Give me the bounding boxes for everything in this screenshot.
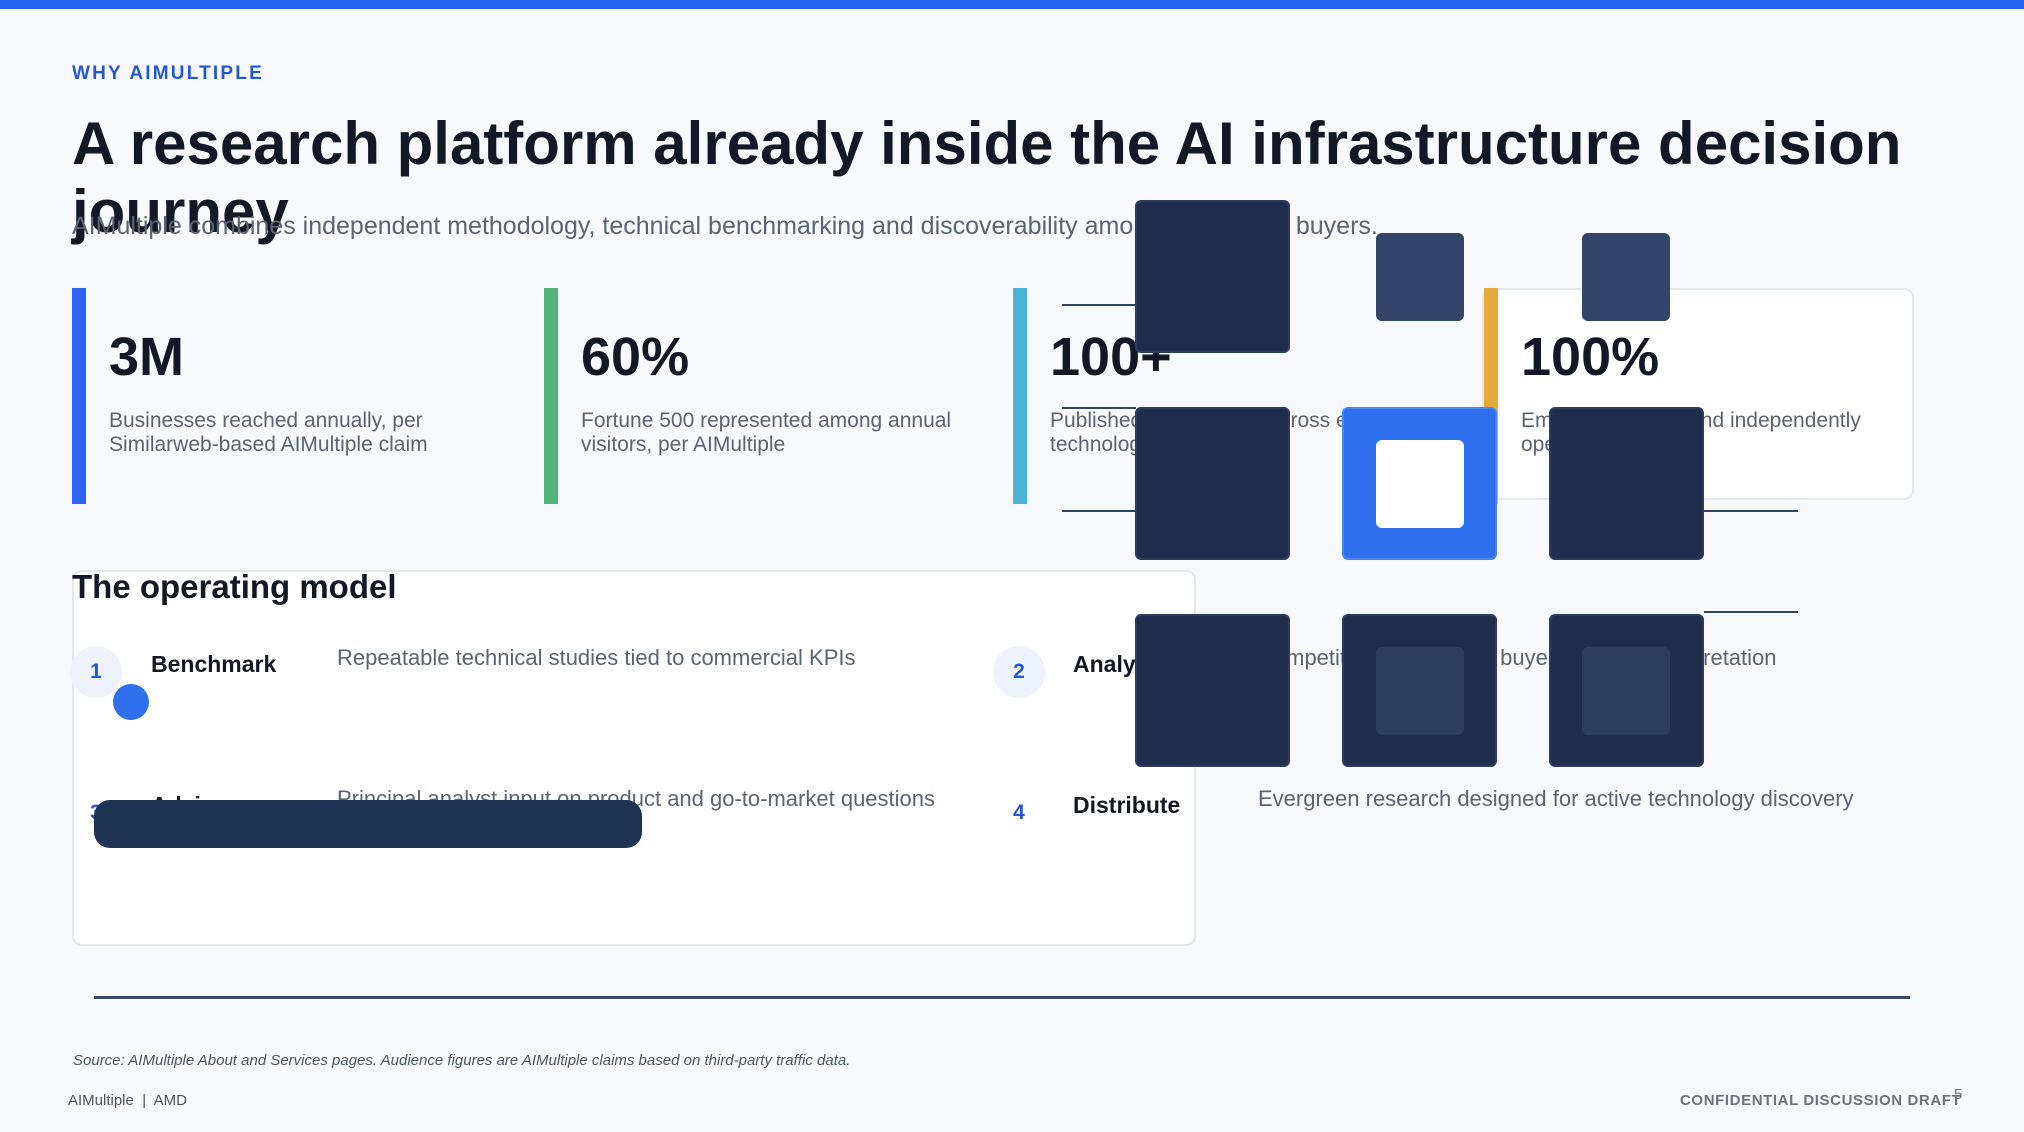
decorative-tile-inner: [1376, 647, 1464, 735]
step-description: Evergreen research designed for active t…: [1258, 786, 1854, 811]
connector-line: [1704, 510, 1798, 512]
stat-accent-bar: [544, 288, 558, 504]
decorative-tile: [1549, 407, 1704, 560]
stat-accent-bar: [72, 288, 86, 504]
page-number: 5: [1954, 1086, 1963, 1103]
step-number: 1: [70, 646, 122, 698]
confidential-label: CONFIDENTIAL DISCUSSION DRAFT: [1680, 1092, 1962, 1109]
step-number: 2: [993, 646, 1045, 698]
decorative-tile: [1135, 200, 1290, 353]
stat-description: Businesses reached annually, per Similar…: [109, 409, 428, 456]
decorative-tile: [1135, 407, 1290, 560]
connector-line: [1704, 611, 1798, 613]
source-note: Source: AIMultiple About and Services pa…: [73, 1052, 851, 1069]
decorative-tile-inner: [1376, 440, 1464, 528]
stat-businesses: 3M Businesses reached annually, per Simi…: [72, 288, 512, 504]
operating-model-card: [72, 570, 1196, 946]
operating-model-title: The operating model: [72, 568, 397, 605]
decorative-pill: [94, 800, 642, 848]
decorative-tile-inner: [1582, 647, 1670, 735]
step-label: Benchmark: [151, 651, 277, 677]
page-title: A research platform already inside the A…: [72, 110, 1902, 245]
connector-line: [1062, 510, 1136, 512]
stat-value: 60%: [581, 327, 690, 387]
decorative-tile: [1135, 614, 1290, 767]
connector-line: [1062, 304, 1136, 306]
stat-value: 100%: [1521, 327, 1660, 387]
decorative-dot: [113, 684, 149, 720]
connector-line: [1062, 407, 1136, 409]
decorative-tile: [1582, 233, 1670, 321]
footer-brand: AIMultiple | AMD: [68, 1092, 187, 1109]
stat-value: 3M: [109, 327, 185, 387]
stat-description: Fortune 500 represented among annual vis…: [581, 409, 952, 456]
top-accent-bar: [0, 0, 2024, 9]
eyebrow-label: WHY AIMULTIPLE: [72, 63, 264, 84]
step-description: Repeatable technical studies tied to com…: [337, 645, 856, 670]
stat-accent-bar: [1013, 288, 1027, 504]
footer-divider: [94, 996, 1910, 999]
decorative-tile: [1376, 233, 1464, 321]
step-number: 4: [1013, 801, 1025, 824]
stat-fortune-500: 60% Fortune 500 represented among annual…: [544, 288, 984, 504]
step-label: Distribute: [1073, 792, 1181, 818]
